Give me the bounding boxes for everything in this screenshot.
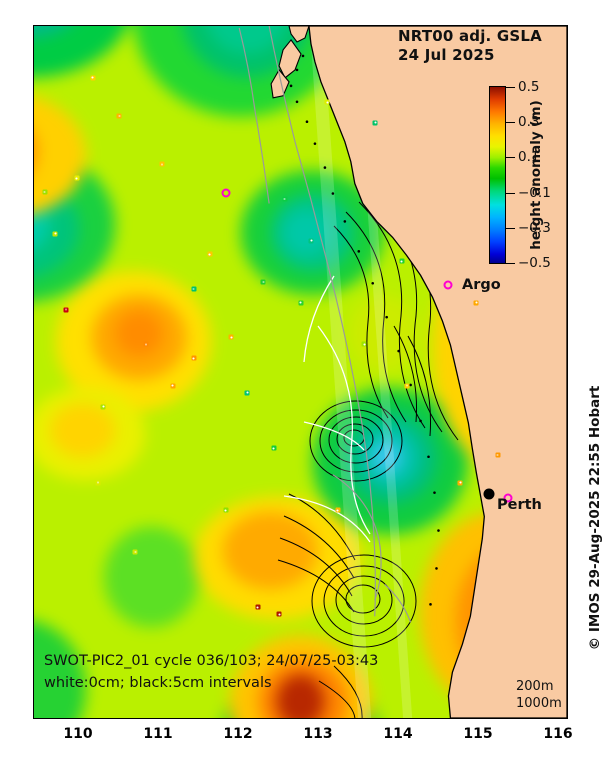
colorbar-tick-label: 0.1 [518,149,540,165]
x-tick-label: 110 [63,726,93,742]
swot-pass-line-1: SWOT-PIC2_01 cycle 036/103; 24/07/25-03:… [44,653,379,669]
depth-label-1000m: 1000m [516,696,562,711]
map-plot-area [33,25,568,719]
argo-legend-icon [443,280,453,290]
x-tick-label: 115 [463,726,493,742]
x-tick-label: 116 [543,726,573,742]
swot-pass-annotation: SWOT-PIC2_01 cycle 036/103; 24/07/25-03:… [44,650,378,694]
depth-label-200m: 200m [516,679,554,694]
perth-city-marker[interactable] [483,488,495,500]
title-line-2: 24 Jul 2025 [398,46,495,64]
depth-contour-legend: 200m 1000m [516,678,562,712]
colorbar-tick-label: −0.1 [518,185,551,201]
argo-float-marker[interactable] [221,188,231,198]
colorbar-tick-label: 0.5 [518,79,540,95]
imos-credit: © IMOS 29-Aug-2025 22:55 Hobart [583,0,605,759]
argo-legend-label: Argo [462,277,501,293]
colorbar-tick-label: −0.3 [518,220,551,236]
title-line-1: NRT00 adj. GSLA [398,27,542,45]
x-tick-label: 111 [143,726,173,742]
perth-city-label: Perth [497,497,542,513]
map-title: NRT00 adj. GSLA 24 Jul 2025 [398,27,542,65]
colorbar-title: height anomaly (m) [528,100,544,250]
land-coastline [34,26,567,718]
argo-float-marker[interactable] [503,493,513,503]
x-tick-label: 114 [383,726,413,742]
x-tick-label: 112 [223,726,253,742]
imos-credit-text: © IMOS 29-Aug-2025 22:55 Hobart [587,385,603,651]
colorbar-tick-label: 0.3 [518,114,540,130]
colorbar-gradient [489,86,506,264]
x-tick-label: 113 [303,726,333,742]
colorbar-tick-label: −0.5 [518,255,551,271]
contour-interval-note: white:0cm; black:5cm intervals [44,675,272,691]
